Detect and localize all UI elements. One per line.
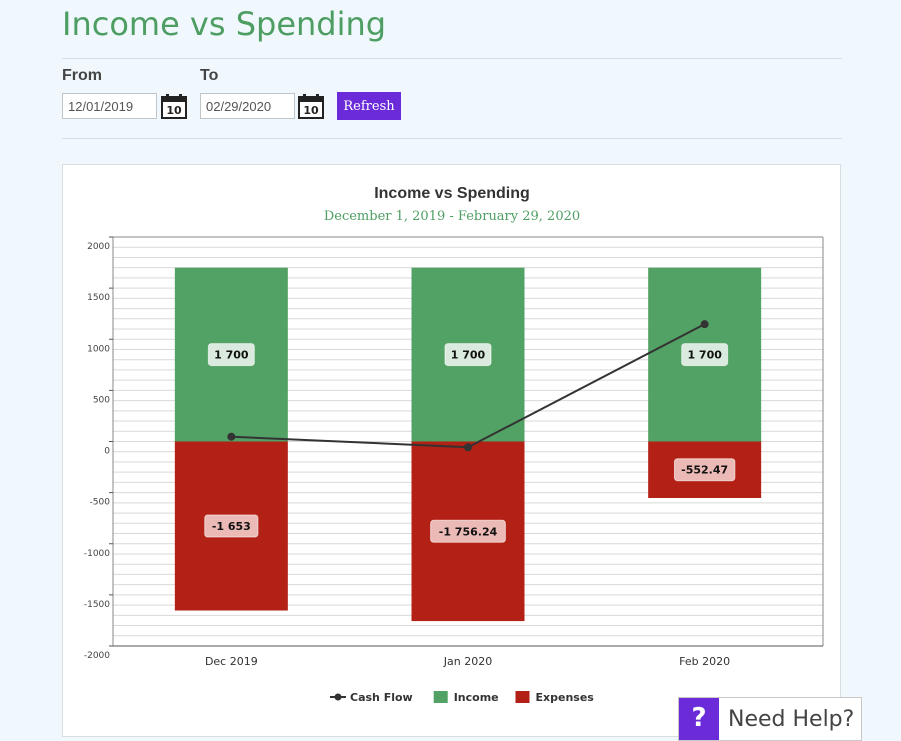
x-tick-label: Dec 2019: [205, 655, 258, 668]
y-tick-label: 2000: [87, 242, 110, 252]
help-label: Need Help?: [728, 707, 855, 732]
chart-title: Income vs Spending: [374, 185, 530, 202]
legend-label: Cash Flow: [350, 691, 413, 704]
y-tick-label: 500: [93, 395, 110, 405]
y-tick-label: 1000: [87, 344, 110, 354]
data-label: 1 700: [214, 349, 249, 362]
y-tick-label: -1500: [84, 600, 110, 610]
data-label: 1 700: [687, 349, 722, 362]
to-date-input[interactable]: [200, 93, 295, 119]
cash-flow-point: [464, 443, 472, 452]
from-label: From: [62, 67, 102, 84]
calendar-icon[interactable]: 10: [298, 93, 324, 119]
from-date-input[interactable]: [62, 93, 157, 119]
y-tick-label: 0: [104, 447, 110, 457]
calendar-day-text: 10: [303, 104, 319, 117]
legend-label: Expenses: [536, 691, 595, 704]
legend-point-icon: [334, 693, 342, 701]
divider: [62, 138, 842, 139]
chart-subtitle: December 1, 2019 - February 29, 2020: [324, 209, 580, 224]
need-help-button[interactable]: ? Need Help?: [678, 697, 862, 741]
calendar-icon[interactable]: 10: [161, 93, 187, 119]
x-tick-label: Feb 2020: [679, 655, 730, 668]
legend-item: Cash Flow: [330, 691, 413, 704]
data-label-box: [207, 343, 255, 367]
y-tick-label: 1500: [87, 293, 110, 303]
data-label-box: [681, 343, 729, 367]
cash-flow-point: [700, 320, 709, 329]
y-tick-label: -2000: [84, 651, 110, 661]
data-label-box: [430, 519, 506, 543]
y-tick-label: -500: [90, 498, 111, 508]
data-label-box: [673, 458, 736, 482]
legend-item: Income: [433, 691, 499, 704]
y-tick-label: -1000: [84, 549, 110, 559]
data-label-box: [204, 514, 259, 538]
legend-item: Expenses: [515, 691, 595, 704]
cash-flow-point: [227, 432, 236, 441]
income-spending-chart: Income vs Spending December 1, 2019 - Feb…: [84, 185, 824, 704]
x-tick-label: Jan 2020: [443, 655, 492, 668]
refresh-button[interactable]: Refresh: [337, 92, 401, 120]
help-icon: ?: [679, 698, 719, 740]
chart-card: Income vs Spending December 1, 2019 - Feb…: [62, 164, 841, 737]
legend-swatch: [515, 691, 530, 703]
page-title: Income vs Spending: [62, 5, 387, 43]
data-label: -1 653: [212, 520, 251, 533]
legend-swatch: [433, 691, 448, 703]
data-label: 1 700: [451, 349, 486, 362]
legend-label: Income: [454, 691, 499, 704]
calendar-day-text: 10: [166, 104, 182, 117]
divider: [62, 58, 842, 59]
to-label: To: [200, 67, 219, 84]
data-label: -1 756.24: [439, 525, 498, 538]
data-label: -552.47: [681, 464, 728, 477]
data-label-box: [444, 343, 492, 367]
